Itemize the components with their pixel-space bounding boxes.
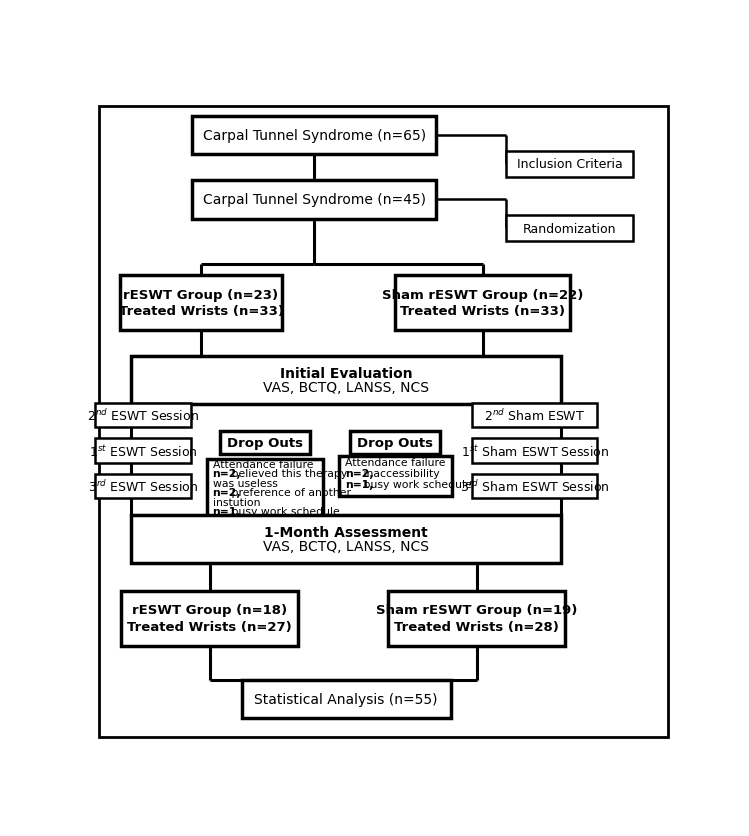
Text: Sham rESWT Group (n=22): Sham rESWT Group (n=22) <box>382 288 583 301</box>
FancyBboxPatch shape <box>339 457 452 497</box>
Text: Carpal Tunnel Syndrome (n=45): Carpal Tunnel Syndrome (n=45) <box>203 193 425 207</box>
FancyBboxPatch shape <box>242 681 451 717</box>
FancyBboxPatch shape <box>120 276 282 330</box>
Text: Randomization: Randomization <box>523 222 616 236</box>
Text: Treated Wrists (n=27): Treated Wrists (n=27) <box>127 620 292 634</box>
Text: Treated Wrists (n=28): Treated Wrists (n=28) <box>394 620 560 634</box>
FancyBboxPatch shape <box>351 431 440 454</box>
Text: n=2,: n=2, <box>213 469 241 479</box>
Text: Sham rESWT Group (n=19): Sham rESWT Group (n=19) <box>376 604 577 617</box>
FancyBboxPatch shape <box>192 116 436 155</box>
FancyBboxPatch shape <box>207 459 323 520</box>
FancyBboxPatch shape <box>220 431 310 454</box>
Text: n=1,: n=1, <box>213 507 241 517</box>
Text: Treated Wrists (n=33): Treated Wrists (n=33) <box>118 305 284 318</box>
Text: was useless: was useless <box>213 478 277 488</box>
Text: rESWT Group (n=18): rESWT Group (n=18) <box>132 604 288 617</box>
Text: preference of another: preference of another <box>228 487 351 497</box>
Text: Carpal Tunnel Syndrome (n=65): Carpal Tunnel Syndrome (n=65) <box>203 129 425 143</box>
Text: Treated Wrists (n=33): Treated Wrists (n=33) <box>400 305 565 318</box>
Text: Statistical Analysis (n=55): Statistical Analysis (n=55) <box>255 692 438 706</box>
Text: Initial Evaluation: Initial Evaluation <box>280 366 413 380</box>
FancyBboxPatch shape <box>95 439 191 463</box>
Text: Attendance failure: Attendance failure <box>345 457 445 467</box>
FancyBboxPatch shape <box>473 439 597 463</box>
FancyBboxPatch shape <box>395 276 570 330</box>
Text: 2$^{nd}$ Sham ESWT: 2$^{nd}$ Sham ESWT <box>485 408 585 424</box>
FancyBboxPatch shape <box>473 404 597 428</box>
Text: 3$^{rd}$ ESWT Session: 3$^{rd}$ ESWT Session <box>88 479 198 494</box>
FancyBboxPatch shape <box>95 404 191 428</box>
Text: n=1,: n=1, <box>345 480 373 490</box>
Text: Attendance failure: Attendance failure <box>213 459 313 469</box>
FancyBboxPatch shape <box>506 217 634 242</box>
FancyBboxPatch shape <box>131 515 561 563</box>
Text: Inclusion Criteria: Inclusion Criteria <box>517 158 622 171</box>
Text: Drop Outs: Drop Outs <box>357 436 434 449</box>
Text: rESWT Group (n=23): rESWT Group (n=23) <box>124 288 279 301</box>
Text: believed this therapy: believed this therapy <box>228 469 348 479</box>
FancyBboxPatch shape <box>95 474 191 499</box>
FancyBboxPatch shape <box>506 152 634 177</box>
FancyBboxPatch shape <box>192 181 436 219</box>
FancyBboxPatch shape <box>388 591 565 646</box>
FancyBboxPatch shape <box>121 591 298 646</box>
Text: 1$^{st}$ ESWT Session: 1$^{st}$ ESWT Session <box>88 443 198 459</box>
Text: busy work schedule: busy work schedule <box>360 480 472 490</box>
Text: busy work schedule: busy work schedule <box>228 507 340 517</box>
FancyBboxPatch shape <box>131 356 561 405</box>
Text: instution: instution <box>213 497 260 507</box>
FancyBboxPatch shape <box>473 474 597 499</box>
Text: Drop Outs: Drop Outs <box>227 436 303 449</box>
Text: 2$^{nd}$ ESWT Session: 2$^{nd}$ ESWT Session <box>87 408 199 424</box>
Text: VAS, BCTQ, LANSS, NCS: VAS, BCTQ, LANSS, NCS <box>263 539 429 553</box>
Text: inaccessibility: inaccessibility <box>360 468 440 478</box>
Text: 1-Month Assessment: 1-Month Assessment <box>264 525 428 539</box>
Text: n=2,: n=2, <box>213 487 241 497</box>
Text: VAS, BCTQ, LANSS, NCS: VAS, BCTQ, LANSS, NCS <box>263 380 429 395</box>
Text: 1$^{st}$ Sham ESWT Session: 1$^{st}$ Sham ESWT Session <box>461 443 609 459</box>
Text: n=2,: n=2, <box>345 468 373 478</box>
Text: 3$^{rd}$ Sham ESWT Session: 3$^{rd}$ Sham ESWT Session <box>460 479 610 494</box>
